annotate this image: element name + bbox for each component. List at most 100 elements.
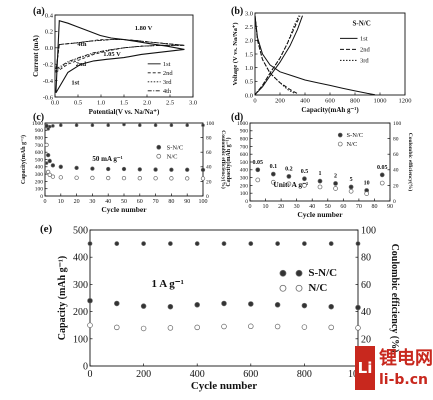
d-y-tick-label: 700 [240,144,249,150]
a-cycle-annotation: 4th [77,41,86,48]
b-x-tick-label: 200 [275,98,285,105]
e-y2-tick-label: 60 [361,280,371,291]
a-y-tick-label: 0.4 [45,12,54,19]
site-watermark: Li 锂电网 li-b.cn [355,342,433,396]
c-y-tick-label: 100 [35,187,44,193]
e-legend-marker [279,284,287,292]
c-x-tick-label: 20 [74,199,80,205]
d-y-axis-title: Capacity(mAh g⁻¹) [225,137,232,186]
b-material-annotation: S-N/C [353,19,371,27]
c-point-snc [106,166,111,172]
b-legend-label: 1st [360,35,368,42]
e-point-snc [355,304,361,311]
series-line-b-1 [254,15,303,96]
a-x-tick-label: 0.0 [51,100,59,107]
e-point-snc [221,300,227,307]
c-y-tick-label: 500 [35,157,44,163]
d-point-nc [255,177,261,183]
a-y-tick-label: -0.6 [43,94,54,101]
watermark-logo: Li [355,346,375,390]
c-point-nc [50,174,56,179]
e-point-ce [275,241,280,246]
e-point-ce [141,241,146,246]
series-line-a-3rd [55,39,185,72]
e-point-nc [328,324,334,331]
c-y2-tick-label: 100 [206,121,215,127]
a-legend-label: 1st [163,61,171,68]
c-point-ce [169,123,174,127]
c-current-annotation: 50 mA g⁻¹ [92,155,122,163]
d-y-tick-label: 500 [240,160,249,166]
e-point-ce [248,241,254,246]
d-x-tick-label: 90 [387,204,393,210]
d-y-tick-label: 0 [245,199,248,205]
e-x-tick-label: 800 [297,369,312,380]
d-y-tick-label: 200 [240,183,249,189]
c-point-nc [58,175,63,180]
b-x-tick-label: 400 [300,98,310,105]
a-cycle-annotation: 2nd [76,61,87,68]
d-y-tick-label: 100 [240,191,249,197]
b-x-tick-label: 1000 [374,98,387,105]
c-point-ce [153,123,158,127]
e-x-tick-label: 0 [88,369,93,380]
c-y-tick-label: 900 [35,128,44,134]
c-point-ce [138,123,142,127]
c-x-tick-label: 40 [105,199,111,205]
c-x-tick-label: 10 [58,199,64,205]
c-x-tick-label: 100 [199,199,208,205]
e-point-nc [355,325,361,331]
d-rate-label: 2 [334,173,337,179]
axes-e [89,229,359,367]
c-point-ce [51,124,55,128]
d-rate-label: 0.05 [377,165,388,171]
d-y-tick-label: 600 [240,152,249,158]
d-rate-label: 0.1 [270,164,278,170]
b-x-tick-label: 800 [350,98,360,105]
e-point-nc [114,324,120,331]
c-x-axis-title: Cycle number [101,205,147,214]
e-point-snc [248,301,254,307]
d-y-tick-label: 800 [240,137,249,143]
c-point-snc [153,167,158,172]
panel-label-e: (e) [40,223,53,235]
d-y2-axis-title: Coulombic efficiency(%) [407,133,414,192]
b-legend-label: 3rd [360,57,369,64]
d-point-nc [379,180,385,186]
d-legend-label: N/C [346,141,357,148]
c-y-axis-title: Capacity(mAh g⁻¹) [20,135,27,184]
d-point-snc [255,167,261,173]
d-y2-tick-label: 60 [393,152,399,158]
e-point-snc [301,302,308,309]
e-point-snc [328,303,334,310]
e-point-snc [114,300,120,307]
b-y-tick-label: 1.5 [245,51,253,58]
c-y-tick-label: 400 [35,165,44,171]
e-point-nc [248,323,254,330]
e-y2-tick-label: 40 [361,307,371,318]
c-point-snc [121,166,127,172]
d-unit-annotation: Unit: A g⁻¹ [273,180,308,189]
e-legend-label: S-N/C [308,267,337,279]
c-x-tick-label: 50 [121,199,127,205]
b-y-tick-label: 3.0 [245,10,253,17]
c-point-nc [153,176,158,181]
panel-label-b: (b) [231,6,243,17]
c-x-tick-label: 0 [44,199,47,205]
c-y2-tick-label: 60 [206,150,212,156]
e-legend-marker [295,269,303,277]
a-legend-label: 4th [163,88,172,95]
e-point-ce [168,241,173,246]
c-x-tick-label: 90 [184,199,190,205]
c-point-ce [59,123,63,127]
d-legend-marker [337,141,343,147]
c-point-snc [47,158,52,164]
c-point-nc [106,175,111,181]
a-x-tick-label: 1.0 [97,100,105,107]
e-point-nc [221,323,227,330]
e-point-snc [167,303,174,310]
watermark-title: 锂电网 [379,348,433,369]
c-point-ce [44,161,49,165]
e-legend-label: N/C [308,282,327,294]
